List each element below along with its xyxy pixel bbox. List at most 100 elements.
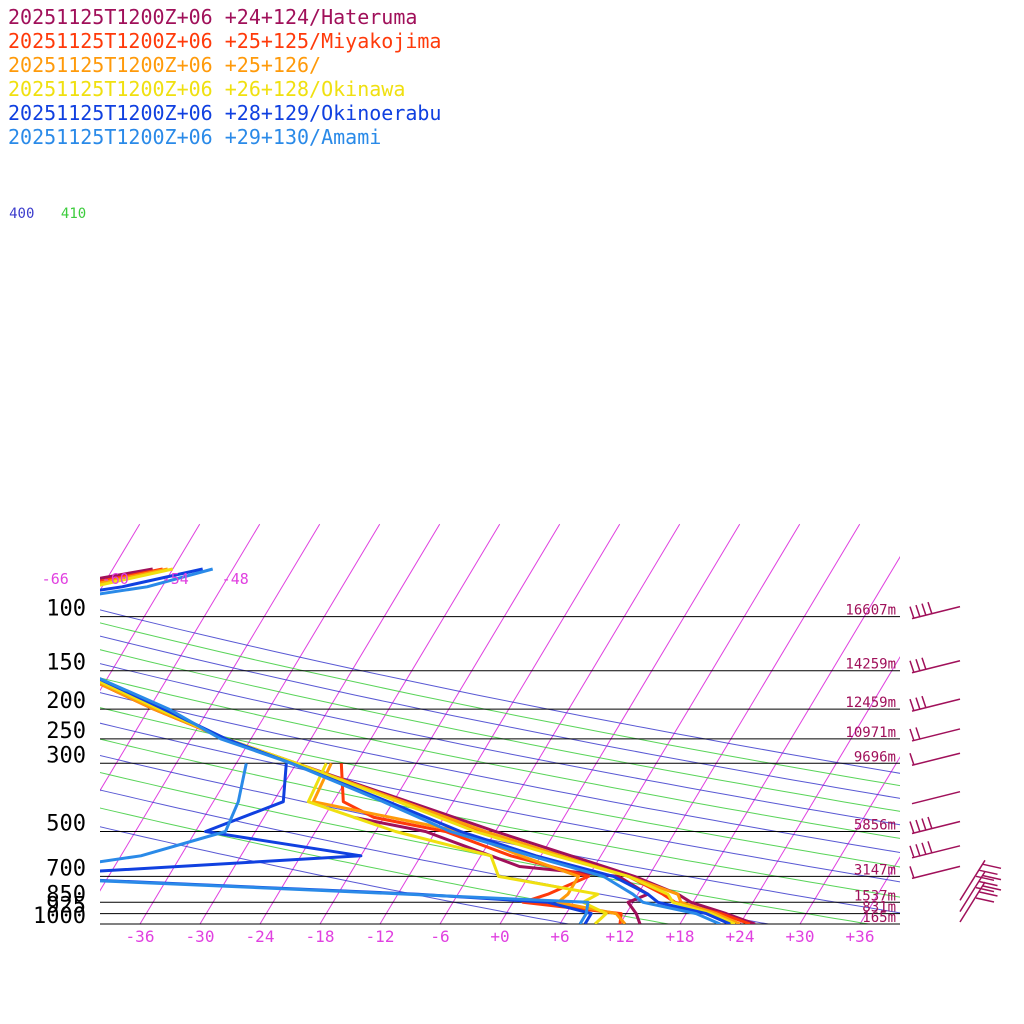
temperature-tick-label: +30 [786, 927, 815, 946]
wind-barb-feather [909, 821, 915, 834]
wind-barb-staff [911, 790, 961, 805]
wind-barb [911, 790, 961, 805]
dry-adiabat-line [100, 738, 900, 898]
pressure-label: 1000 [33, 904, 86, 929]
isotherm-line [199, 523, 441, 924]
wind-barb [959, 881, 1002, 923]
wind-barb-feather [975, 886, 995, 893]
isotherm-line [799, 756, 900, 924]
wind-barb-feather [909, 866, 915, 879]
axis-labels: 032033034035036037038039040041010016607m… [9, 206, 896, 946]
temperature-tick-label: -30 [186, 927, 215, 946]
wind-barb-feather [921, 818, 927, 831]
wind-barb-feather [915, 697, 921, 710]
height-label: 5856m [854, 817, 896, 833]
isotherm-line [739, 656, 900, 924]
wind-barb-feather [979, 869, 998, 876]
legend: 20251125T1200Z+06 +24+124/Hateruma 202511… [8, 5, 441, 149]
wind-barb-staff [959, 881, 986, 923]
wind-barb-staff [911, 865, 961, 880]
wind-barb-feather [915, 819, 921, 833]
dry-adiabat-line [100, 677, 900, 839]
wind-barb-feather [909, 698, 915, 712]
isotherm-line [0, 524, 20, 924]
temperature-tick-label: -36 [126, 927, 155, 946]
pressure-label: 250 [46, 719, 86, 744]
temperature-tick-label: +0 [490, 927, 509, 946]
wind-barb [959, 859, 1002, 901]
dewpoint-profile-line [100, 762, 590, 924]
temperature-profile-line [100, 567, 736, 924]
wind-barb-feather [921, 842, 927, 856]
wind-barbs [909, 601, 1002, 923]
wind-barb-feather [979, 891, 998, 897]
temperature-tick-label: -24 [246, 927, 275, 946]
wind-barb-feather [915, 844, 921, 857]
wind-barb-feather [921, 603, 927, 616]
wind-barb [909, 841, 961, 859]
dewpoint-profile-line [306, 762, 608, 924]
wind-barb-staff [959, 871, 986, 912]
wind-barb [909, 752, 961, 766]
isotherm-line [679, 555, 900, 924]
height-label: 14259m [845, 657, 896, 673]
wind-barb [909, 727, 961, 742]
sounding-series [100, 567, 756, 924]
upper-isotherm-label: -48 [222, 570, 249, 588]
wind-barb-feather [927, 816, 933, 830]
pressure-label: 150 [46, 651, 86, 676]
wind-barb-feather [909, 606, 915, 619]
wind-barb-staff [959, 859, 986, 901]
wind-barb [909, 657, 961, 674]
wind-barb-feather [979, 880, 998, 887]
upper-isotherm-label: -60 [102, 570, 129, 588]
wind-barb-feather [921, 695, 927, 709]
height-label: 1537m [854, 888, 896, 904]
legend-entry: 20251125T1200Z+06 +24+124/Hateruma [8, 5, 417, 29]
pressure-label: 200 [46, 689, 86, 714]
wind-barb [909, 601, 961, 620]
legend-entry: 20251125T1200Z+06 +29+130/Amami [8, 125, 381, 149]
dry-adiabat-line [100, 826, 569, 924]
wind-barb-feather [975, 897, 995, 903]
dry-adiabat-line [100, 707, 900, 868]
height-label: 10971m [845, 725, 896, 741]
dry-adiabat-line [100, 649, 900, 812]
isotherm-line [980, 524, 1024, 924]
theta-label: 400 [9, 206, 34, 222]
dewpoint-profile-line [353, 815, 650, 924]
pressure-label: 850 [46, 882, 86, 907]
legend-entry: 20251125T1200Z+06 +25+126/ [8, 53, 321, 77]
wind-barb [959, 871, 1002, 912]
pressure-label: 925 [46, 894, 86, 919]
dry-adiabat-line [100, 622, 900, 787]
temperature-profile-line [100, 567, 721, 924]
dewpoint-profile-line [100, 763, 593, 924]
legend-entry: 20251125T1200Z+06 +28+129/Okinoerabu [8, 101, 441, 125]
wind-barb-feather [915, 727, 921, 740]
pressure-label: 300 [46, 743, 86, 768]
wind-barb-feather [909, 660, 915, 673]
height-label: 12459m [845, 695, 896, 711]
isotherm-line [619, 523, 861, 924]
wind-barb-feather [982, 874, 1002, 881]
isotherm-line [139, 523, 381, 924]
height-label: 165m [862, 910, 896, 926]
temperature-tick-label: +12 [606, 927, 635, 946]
wind-barb-feather [909, 753, 915, 766]
upper-isotherm-label: -66 [42, 570, 69, 588]
wind-barb-feather [982, 885, 1002, 891]
height-label: 16607m [845, 603, 896, 619]
wind-barb-feather [982, 863, 1002, 870]
temperature-tick-label: -6 [430, 927, 449, 946]
wind-barb-feather [915, 658, 921, 672]
wind-barb [909, 695, 961, 712]
upper-isotherm-label: -54 [162, 570, 189, 588]
series-5 [100, 567, 721, 924]
temperature-tick-label: +24 [726, 927, 755, 946]
wind-barb-feather [975, 875, 995, 882]
height-label: 9696m [854, 749, 896, 765]
wind-barb [909, 865, 961, 880]
temperature-tick-label: +6 [550, 927, 569, 946]
